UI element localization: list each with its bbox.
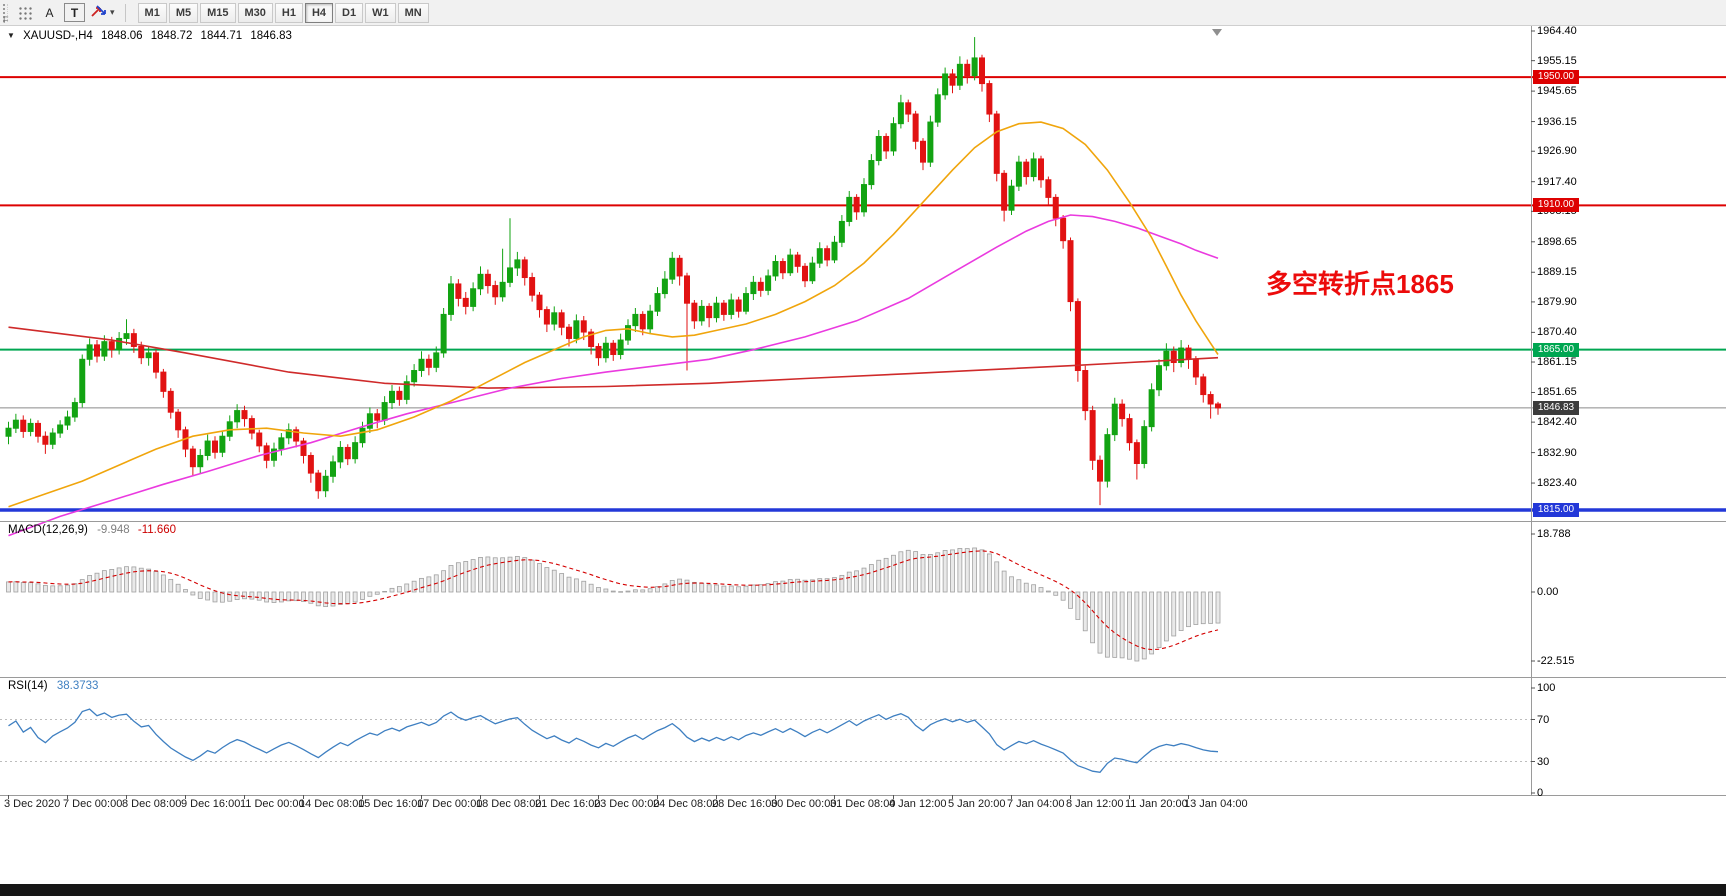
macd-signal-value: -11.660 bbox=[137, 524, 177, 536]
toolbar-f-label: F bbox=[3, 15, 9, 25]
rsi-tick-label: 70 bbox=[1537, 713, 1550, 726]
timeframe-d1-button[interactable]: D1 bbox=[335, 2, 364, 23]
timeframe-m15-button[interactable]: M15 bbox=[200, 2, 236, 23]
chart-grid-icon bbox=[17, 5, 32, 20]
indicator-layer bbox=[0, 547, 1531, 773]
chart-close-value: 1846.83 bbox=[250, 30, 292, 42]
price-tick-label: 1917.40 bbox=[1537, 175, 1577, 188]
timeframe-w1-button[interactable]: W1 bbox=[365, 2, 396, 23]
time-tick-label[interactable]: 3 Dec 2020 bbox=[4, 798, 61, 810]
level-price-tag: 1815.00 bbox=[1533, 502, 1579, 517]
moving-averages-layer bbox=[8, 121, 1219, 537]
macd-tick-label: -22.515 bbox=[1537, 655, 1575, 667]
timeframe-group: M1 M5 M15 M30 H1 H4 D1 W1 MN bbox=[137, 2, 430, 23]
time-tick-label[interactable]: 8 Jan 12:00 bbox=[1066, 798, 1124, 810]
time-tick-label[interactable]: 17 Dec 00:00 bbox=[417, 798, 483, 810]
price-tick-label: 1870.40 bbox=[1537, 326, 1577, 339]
rsi-tick-label: 0 bbox=[1537, 787, 1544, 799]
time-tick-label[interactable]: 18 Dec 08:00 bbox=[476, 798, 542, 810]
title-marker-icon[interactable]: ▼ bbox=[7, 31, 15, 40]
time-tick-label[interactable]: 23 Dec 00:00 bbox=[594, 798, 660, 810]
price-tick-label: 1955.15 bbox=[1537, 54, 1577, 67]
rsi-label: RSI(14) 38.3733 bbox=[8, 680, 98, 692]
price-tick-label: 1832.90 bbox=[1537, 446, 1577, 459]
chart-grid-button[interactable] bbox=[14, 2, 35, 23]
chart-symbol-period: XAUUSD-,H4 bbox=[23, 30, 93, 42]
price-tick-label: 1861.15 bbox=[1537, 356, 1577, 369]
price-tick-label: 1898.65 bbox=[1537, 235, 1577, 248]
macd-label: MACD(12,26,9) -9.948 -11.660 bbox=[8, 524, 176, 536]
time-tick-label[interactable]: 31 Dec 08:00 bbox=[830, 798, 896, 810]
price-tick-label: 1842.40 bbox=[1537, 416, 1577, 429]
price-tick-label: 1823.40 bbox=[1537, 477, 1577, 490]
time-tick-label[interactable]: 28 Dec 16:00 bbox=[712, 798, 778, 810]
rsi-tick-label: 30 bbox=[1537, 755, 1550, 768]
price-tick-label: 1879.90 bbox=[1537, 295, 1577, 308]
price-tick-label: 1889.15 bbox=[1537, 266, 1577, 279]
axis-layer bbox=[0, 26, 1726, 799]
macd-tick-label: 18.788 bbox=[1537, 528, 1571, 540]
trend-arrows-icon bbox=[90, 3, 108, 22]
chart-annotation[interactable]: 多空转折点1865 bbox=[1266, 269, 1454, 299]
dropdown-caret-icon: ▾ bbox=[110, 7, 115, 17]
time-tick-label[interactable]: 30 Dec 00:00 bbox=[771, 798, 837, 810]
price-tick-label: 1964.40 bbox=[1537, 25, 1577, 37]
timeframe-mn-button[interactable]: MN bbox=[397, 2, 429, 23]
timeframe-m1-button[interactable]: M1 bbox=[137, 2, 167, 23]
ma-long-red bbox=[8, 326, 1219, 389]
rsi-tick-label: 100 bbox=[1537, 682, 1556, 694]
price-tick-label: 1936.15 bbox=[1537, 115, 1577, 128]
text-label-t-button[interactable]: T bbox=[64, 3, 85, 22]
price-tick-label: 1926.90 bbox=[1537, 145, 1577, 158]
time-tick-label[interactable]: 14 Dec 08:00 bbox=[299, 798, 365, 810]
macd-name: MACD(12,26,9) bbox=[8, 524, 88, 536]
timeframe-h4-button[interactable]: H4 bbox=[304, 2, 334, 23]
chart-low-value: 1844.71 bbox=[200, 30, 243, 42]
bottom-bar bbox=[0, 884, 1726, 896]
level-price-tag: 1910.00 bbox=[1533, 198, 1579, 213]
time-tick-label[interactable]: 11 Dec 00:00 bbox=[240, 798, 305, 810]
level-price-tag: 1846.83 bbox=[1533, 400, 1579, 415]
time-tick-label[interactable]: 7 Jan 04:00 bbox=[1007, 798, 1065, 810]
time-tick-label[interactable]: 4 Jan 12:00 bbox=[889, 798, 947, 810]
price-tick-label: 1851.65 bbox=[1537, 386, 1577, 399]
top-toolbar: A T ▾ M1 M5 M15 M30 H1 H4 D1 W1 MN bbox=[0, 0, 1726, 26]
text-label-a-button[interactable]: A bbox=[45, 5, 54, 20]
rsi-value: 38.3733 bbox=[56, 680, 99, 692]
time-tick-label[interactable]: 11 Jan 20:00 bbox=[1125, 798, 1188, 810]
price-tick-label: 1945.65 bbox=[1537, 85, 1577, 98]
time-tick-label[interactable]: 7 Dec 00:00 bbox=[63, 798, 123, 810]
time-tick-label[interactable]: 24 Dec 08:00 bbox=[653, 798, 719, 810]
ma-fast-orange bbox=[8, 121, 1219, 508]
level-price-tag: 1950.00 bbox=[1533, 70, 1579, 85]
time-tick-label[interactable]: 15 Dec 16:00 bbox=[358, 798, 424, 810]
chart-open-value: 1848.06 bbox=[100, 30, 143, 42]
chart-title: ▼ XAUUSD-,H4 1848.06 1848.72 1844.71 184… bbox=[7, 30, 297, 42]
rsi-name: RSI(14) bbox=[8, 680, 48, 692]
time-tick-label[interactable]: 9 Dec 16:00 bbox=[181, 798, 241, 810]
toolbar-separator bbox=[124, 3, 126, 22]
chart-canvas[interactable] bbox=[0, 26, 1726, 810]
chart-shift-marker-icon[interactable] bbox=[1212, 29, 1222, 36]
toolbar-grip[interactable] bbox=[3, 3, 8, 22]
chart-high-value: 1848.72 bbox=[150, 30, 193, 42]
timeframe-h1-button[interactable]: H1 bbox=[274, 2, 303, 23]
level-price-tag: 1865.00 bbox=[1533, 342, 1579, 357]
time-tick-label[interactable]: 21 Dec 16:00 bbox=[535, 798, 601, 810]
timeframe-m30-button[interactable]: M30 bbox=[237, 2, 273, 23]
arrow-tools-button[interactable]: ▾ bbox=[89, 2, 116, 23]
time-tick-label[interactable]: 8 Dec 08:00 bbox=[122, 798, 182, 810]
timeframe-m5-button[interactable]: M5 bbox=[168, 2, 199, 23]
time-tick-label[interactable]: 5 Jan 20:00 bbox=[948, 798, 1006, 810]
time-tick-label[interactable]: 13 Jan 04:00 bbox=[1184, 798, 1248, 810]
candles-layer bbox=[5, 37, 1221, 506]
ma-mid-magenta bbox=[8, 214, 1219, 537]
macd-tick-label: 0.00 bbox=[1537, 586, 1559, 598]
macd-main-value: -9.948 bbox=[97, 524, 130, 536]
